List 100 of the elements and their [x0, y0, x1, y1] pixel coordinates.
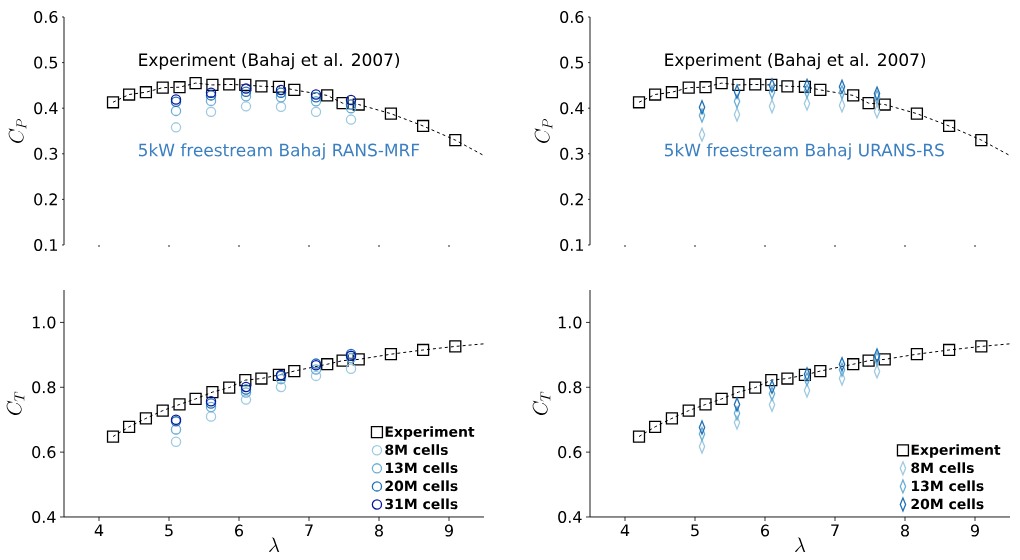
point: [288, 364, 301, 378]
point: [173, 81, 186, 94]
legend-label: 8M cells: [911, 462, 974, 474]
annotation: 5kW freestream Bahaj URANS-RS: [664, 143, 944, 160]
point: [206, 386, 219, 399]
legend-label: 20M cells: [911, 498, 984, 510]
point: [345, 94, 357, 106]
point: [170, 424, 182, 435]
y-axis-title: $C_P$: [534, 118, 553, 143]
point: [765, 374, 778, 387]
point: [632, 430, 646, 443]
y-tick-label: 1.0: [558, 316, 582, 329]
point: [975, 133, 988, 147]
point: [240, 394, 252, 405]
point: [862, 97, 875, 110]
point: [106, 430, 120, 443]
y-tick-label: 0.2: [34, 193, 57, 206]
point: [942, 343, 956, 357]
point: [781, 372, 794, 385]
point: [272, 80, 286, 93]
point: [345, 114, 357, 125]
point: [665, 412, 679, 425]
point: [310, 106, 322, 118]
point: [156, 81, 169, 94]
point: [749, 78, 762, 91]
point: [781, 80, 794, 93]
point: [321, 89, 334, 102]
y-tick-label: 0.5: [560, 56, 584, 69]
legend-label: 13M cells: [911, 480, 984, 492]
point: [910, 348, 924, 361]
point: [223, 381, 236, 394]
point: [336, 97, 349, 110]
y-tick-label: 0.6: [34, 10, 58, 24]
point: [699, 398, 712, 411]
point: [189, 392, 202, 406]
legend-label: 20M cells: [385, 480, 458, 492]
y-tick-label: 0.4: [34, 102, 58, 115]
point: [156, 404, 169, 417]
point: [798, 368, 812, 382]
y-tick-label: 0.4: [560, 102, 584, 115]
point: [189, 76, 202, 90]
point: [336, 354, 349, 367]
point: [170, 436, 182, 447]
point: [223, 78, 236, 91]
x-tick-label: 8: [375, 524, 383, 537]
point: [798, 80, 812, 93]
x-tick-label: 4: [94, 524, 104, 537]
y-tick-label: 0.3: [34, 147, 58, 160]
point: [321, 358, 334, 371]
point: [345, 102, 357, 114]
point: [288, 83, 301, 97]
point: [699, 81, 712, 94]
point: [715, 392, 728, 406]
y-tick-label: 0.6: [560, 10, 584, 24]
y-tick-label: 0.8: [32, 381, 56, 394]
point: [847, 358, 860, 371]
x-tick-label: 8: [901, 524, 909, 537]
point: [205, 411, 217, 422]
point: [205, 95, 217, 107]
y-axis-title: $C_T$: [6, 391, 25, 416]
legend-label: 31M cells: [385, 498, 458, 510]
x-tick-label: 5: [165, 524, 173, 537]
x-tick-label: 7: [305, 524, 313, 537]
y-tick-label: 0.4: [558, 510, 582, 524]
y-tick-label: 0.6: [558, 446, 582, 459]
legend-label: Experiment: [385, 426, 475, 440]
annotation: 5kW freestream Bahaj RANS-MRF: [138, 143, 420, 160]
annotation: Experiment (Bahaj et al. 2007): [139, 53, 400, 70]
point: [384, 107, 398, 120]
point: [240, 91, 252, 102]
point: [310, 96, 322, 107]
point: [139, 86, 153, 99]
point: [862, 354, 875, 367]
point: [255, 80, 268, 93]
point: [732, 386, 745, 399]
point: [239, 374, 252, 387]
point: [732, 78, 745, 92]
x-tick-label: 7: [831, 524, 839, 537]
point: [814, 83, 827, 97]
x-tick-label: 5: [691, 524, 699, 537]
point: [449, 340, 462, 353]
annotation: Experiment (Bahaj et al. 2007): [665, 53, 926, 70]
y-axis-title: $C_T$: [532, 391, 551, 416]
point: [910, 107, 924, 120]
point: [345, 99, 357, 110]
point: [384, 348, 398, 361]
point: [682, 81, 695, 94]
y-tick-label: 0.1: [560, 238, 584, 252]
point: [240, 101, 252, 112]
point: [975, 340, 988, 353]
x-tick-label: 9: [970, 524, 979, 537]
y-tick-label: 0.2: [560, 193, 583, 206]
x-tick-label: 9: [444, 524, 453, 537]
point: [632, 96, 646, 109]
point: [106, 96, 120, 109]
point: [139, 412, 153, 425]
point: [205, 401, 217, 413]
point: [942, 119, 956, 133]
point: [352, 353, 365, 366]
point: [275, 92, 287, 103]
